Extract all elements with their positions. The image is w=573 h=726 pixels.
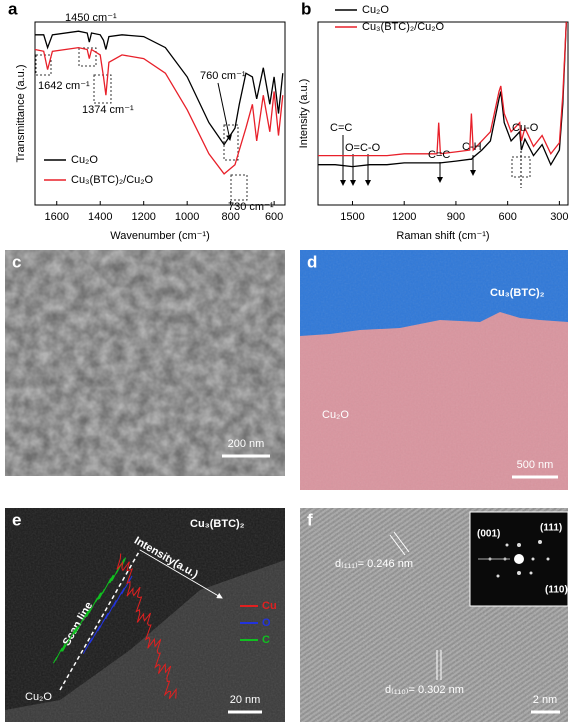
- annotation: O=C-O: [345, 142, 381, 154]
- x-tick-label: 1600: [44, 211, 68, 223]
- panel-label: b: [301, 0, 311, 18]
- panel-label: d: [307, 252, 317, 271]
- spot-label: (001): [477, 529, 500, 540]
- legend-label: Cu₃(BTC)₂/Cu₂O: [362, 21, 445, 33]
- x-tick-label: 1200: [392, 211, 416, 223]
- x-tick-label: 1400: [88, 211, 112, 223]
- annotation: 1642 cm⁻¹: [38, 80, 90, 92]
- panel-c: c 200 nm: [5, 250, 285, 476]
- panel-f: f d₍₁₁₁₎= 0.246 nm d₍₁₁₀₎= 0.302 nm (001…: [300, 508, 568, 722]
- x-tick-label: 900: [447, 211, 465, 223]
- region-label: Cu₃(BTC)₂: [190, 518, 245, 530]
- annotation: 760 cm⁻¹: [200, 70, 246, 82]
- annotation: 730 cm⁻¹: [228, 201, 274, 213]
- annotation: C=C: [428, 149, 450, 161]
- plot-frame: [318, 22, 568, 205]
- legend-label: Cu₂O: [71, 154, 98, 166]
- x-tick-label: 1500: [340, 211, 364, 223]
- panel-label: f: [307, 510, 313, 529]
- x-axis-label: Wavenumber (cm⁻¹): [110, 230, 210, 242]
- x-tick-label: 600: [498, 211, 516, 223]
- legend-label: O: [262, 617, 271, 629]
- legend-label: Cu₃(BTC)₂/Cu₂O: [71, 174, 154, 186]
- figure: 1600140012001000800600Wavenumber (cm⁻¹)T…: [0, 0, 573, 726]
- x-tick-label: 1000: [175, 211, 199, 223]
- panel-label: c: [12, 252, 21, 271]
- spot-label: (110): [545, 585, 568, 596]
- panel-label: e: [12, 510, 21, 529]
- d-spacing: d₍₁₁₀₎= 0.302 nm: [385, 684, 464, 696]
- panel-label: a: [8, 0, 18, 18]
- scale-label: 20 nm: [230, 694, 261, 706]
- panel-d: d Cu₃(BTC)₂ Cu₂O 500 nm: [300, 250, 568, 490]
- x-axis-label: Raman shift (cm⁻¹): [396, 230, 489, 242]
- region-label: Cu₃(BTC)₂: [490, 287, 545, 299]
- region-label: Cu₂O: [322, 409, 349, 421]
- annotation: C=C: [330, 122, 352, 134]
- legend-label: C: [262, 634, 270, 646]
- region-label: Cu₂O: [25, 691, 52, 703]
- chart: 1500 1200 900 600 300 Raman shift (cm⁻¹) Inten…: [298, 0, 569, 242]
- annotation: 1374 cm⁻¹: [82, 104, 134, 116]
- y-axis-label: Intensity (a.u.): [298, 79, 310, 149]
- scale-label: 500 nm: [517, 459, 554, 471]
- x-tick-label: 1200: [131, 211, 155, 223]
- scale-label: 2 nm: [533, 694, 557, 706]
- annotation: Cu-O: [512, 122, 539, 134]
- x-tick-label: 300: [550, 211, 568, 223]
- spot-label: (111): [540, 523, 562, 534]
- y-axis-label: Transmittance (a.u.): [15, 64, 27, 162]
- scale-label: 200 nm: [228, 438, 265, 450]
- d-spacing: d₍₁₁₁₎= 0.246 nm: [335, 558, 413, 570]
- panel-e: e Cu₃(BTC)₂ Intensity(a.u.) Scan line Cu…: [5, 508, 285, 722]
- legend-label: Cu: [262, 600, 277, 612]
- spectrum-line: [318, 22, 566, 156]
- legend-label: Cu₂O: [362, 4, 389, 16]
- annotation: 1450 cm⁻¹: [65, 12, 117, 24]
- annotation: C-H: [462, 141, 482, 153]
